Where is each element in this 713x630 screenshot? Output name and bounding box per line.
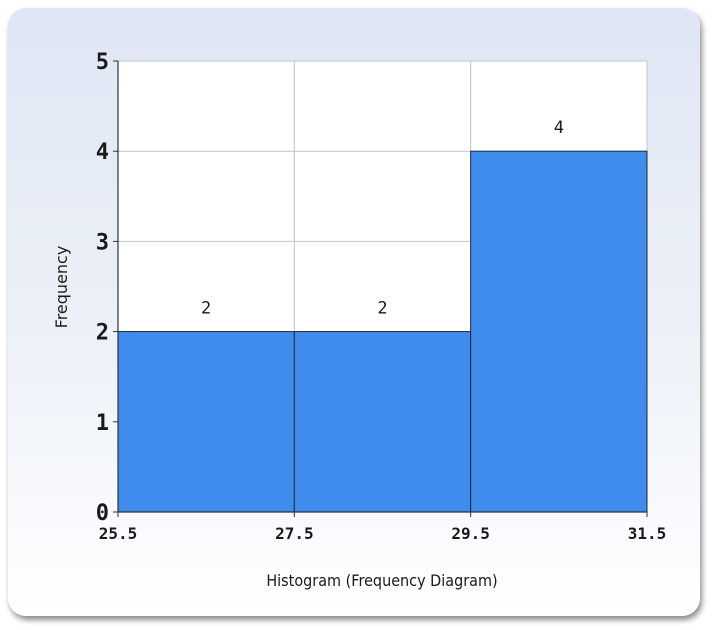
bars xyxy=(117,150,648,513)
y-tick-label: 0 xyxy=(96,501,109,526)
x-axis-title: Histogram (Frequency Diagram) xyxy=(266,571,497,590)
bar-value-label: 2 xyxy=(201,299,211,319)
y-tick-label: 5 xyxy=(96,50,109,75)
axes xyxy=(113,60,648,517)
y-axis-title: Frequency xyxy=(52,246,71,329)
data-labels: 2 2 4 xyxy=(201,118,564,318)
histogram-bar xyxy=(293,331,472,513)
y-tick-label: 3 xyxy=(96,230,109,255)
histogram-bar xyxy=(470,150,648,513)
x-tick-label: 25.5 xyxy=(99,524,138,543)
x-tick-label: 29.5 xyxy=(451,524,490,543)
y-tick-label: 2 xyxy=(96,321,109,346)
bar-value-label: 4 xyxy=(554,118,564,138)
histogram-bar xyxy=(117,331,295,513)
bar-value-label: 2 xyxy=(377,299,387,319)
tick-labels: 0 1 2 3 4 5 25.5 27.5 29.5 31.5 xyxy=(96,50,667,543)
y-tick-label: 1 xyxy=(96,411,109,436)
x-tick-label: 31.5 xyxy=(628,524,667,543)
y-tick-label: 4 xyxy=(96,140,109,165)
x-tick-label: 27.5 xyxy=(275,524,314,543)
